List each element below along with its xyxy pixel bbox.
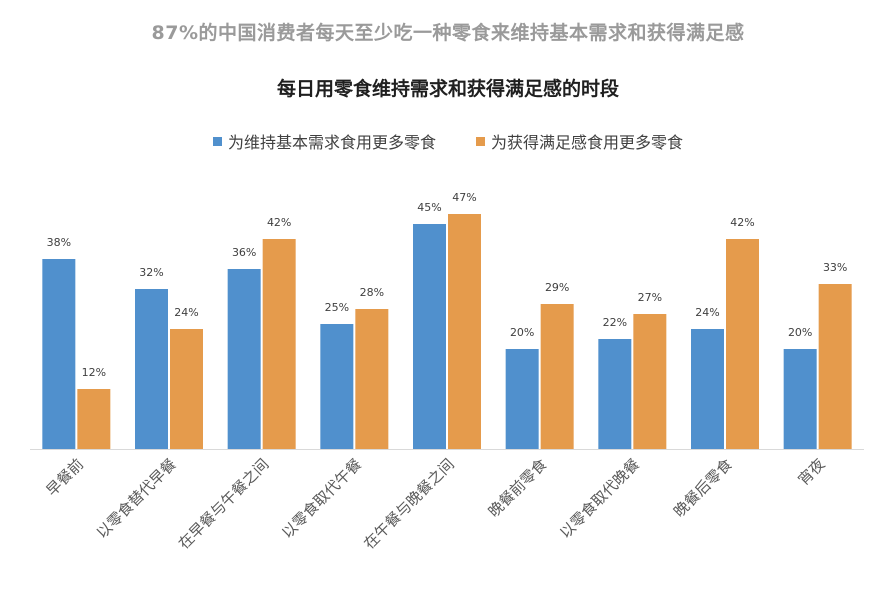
x-tick-label-3: 以零食取代午餐	[278, 455, 365, 542]
data-label-series2-6: 27%	[638, 291, 662, 304]
bar-series2-7	[726, 239, 759, 449]
x-tick-label-6: 以零食取代晚餐	[556, 455, 643, 542]
bar-series1-8	[783, 349, 817, 449]
bar-series2-5	[540, 304, 574, 449]
data-label-series1-5: 20%	[510, 326, 534, 339]
bar-series1-7	[691, 329, 724, 449]
data-label-series2-0: 12%	[82, 366, 106, 379]
data-label-series2-1: 24%	[174, 306, 198, 319]
chart-legend: 为维持基本需求食用更多零食 为获得满足感食用更多零食	[0, 129, 896, 153]
bar-series2-2	[262, 239, 296, 449]
data-label-series2-4: 47%	[452, 191, 476, 204]
data-label-series1-0: 38%	[47, 236, 71, 249]
data-label-series2-7: 42%	[730, 216, 754, 229]
bar-series2-3	[355, 309, 389, 449]
bar-series2-8	[818, 284, 852, 449]
x-tick-label-2: 在早餐与午餐之间	[175, 455, 273, 553]
data-label-series1-2: 36%	[232, 246, 256, 259]
bar-series2-0	[77, 389, 111, 449]
data-label-series1-4: 45%	[417, 201, 441, 214]
bar-series1-5	[505, 349, 539, 449]
x-tick-label-4: 在午餐与晚餐之间	[360, 455, 458, 553]
data-label-series2-2: 42%	[267, 216, 291, 229]
bar-series1-1	[135, 289, 168, 449]
x-tick-label-8: 宵夜	[795, 455, 829, 489]
data-label-series2-5: 29%	[545, 281, 569, 294]
page-supertitle: 87%的中国消费者每天至少吃一种零食来维持基本需求和获得满足感	[151, 22, 745, 44]
bar-series1-0	[42, 259, 76, 449]
x-tick-label-0: 早餐前	[43, 455, 88, 500]
x-tick-label-1: 以零食替代早餐	[93, 455, 180, 542]
bar-series2-4	[448, 214, 481, 449]
bar-series2-6	[633, 314, 667, 449]
legend-label-series1: 为维持基本需求食用更多零食	[227, 133, 436, 152]
legend-swatch-series2	[476, 136, 485, 146]
bar-series1-3	[320, 324, 354, 449]
bar-series2-1	[170, 329, 203, 449]
x-tick-label-7: 晚餐后零食	[670, 455, 736, 521]
legend-item-series2: 为获得满足感食用更多零食	[476, 129, 683, 153]
data-label-series2-8: 33%	[823, 261, 847, 274]
data-label-series1-6: 22%	[603, 316, 627, 329]
bar-series1-2	[227, 269, 261, 449]
data-label-series1-3: 25%	[325, 301, 349, 314]
data-label-series2-3: 28%	[360, 286, 384, 299]
legend-item-series1: 为维持基本需求食用更多零食	[212, 129, 436, 153]
legend-label-series2: 为获得满足感食用更多零食	[491, 133, 684, 152]
chart-title: 每日用零食维持需求和获得满足感的时段	[276, 78, 619, 100]
bar-series1-4	[413, 224, 446, 449]
bar-series1-6	[598, 339, 632, 449]
legend-swatch-series1	[212, 136, 222, 146]
data-label-series1-1: 32%	[139, 266, 163, 279]
data-label-series1-7: 24%	[695, 306, 719, 319]
data-label-series1-8: 20%	[788, 326, 812, 339]
x-tick-label-5: 晚餐前零食	[485, 455, 551, 521]
